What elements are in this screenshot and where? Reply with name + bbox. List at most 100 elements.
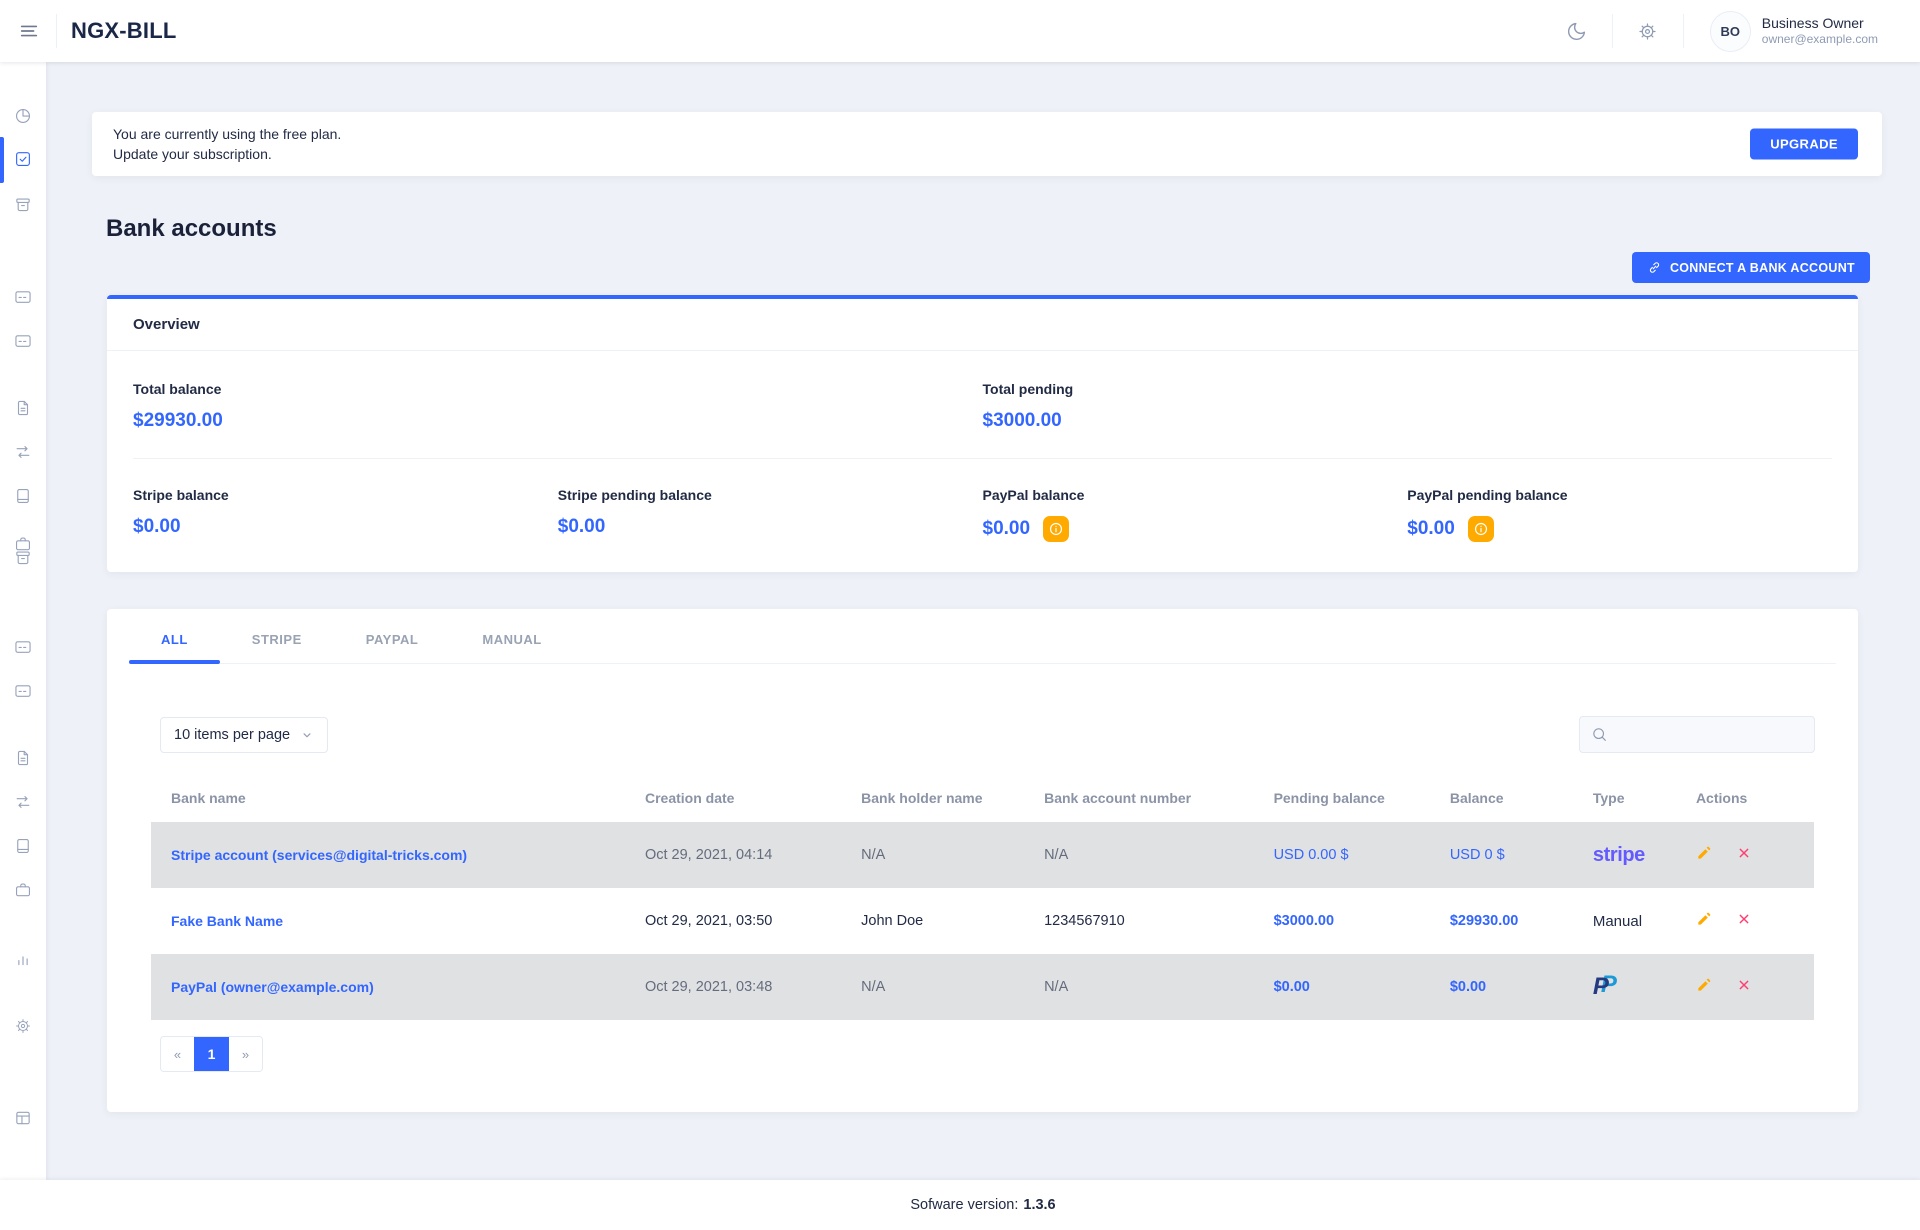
edit-account-button[interactable]	[1696, 911, 1712, 927]
stat-value: $0.00	[133, 516, 181, 537]
paypal-logo-front: P	[1592, 973, 1609, 1000]
sidebar-item-book[interactable]	[14, 837, 32, 855]
overview-title: Overview	[107, 299, 1858, 351]
tab-stripe[interactable]: STRIPE	[251, 632, 302, 647]
account-number-cell: 1234567910	[1044, 913, 1125, 929]
tab-manual[interactable]: MANUAL	[482, 632, 542, 647]
pagination-next-button[interactable]: »	[229, 1037, 262, 1071]
archive-icon	[16, 198, 30, 212]
moon-icon	[1568, 22, 1586, 40]
connect-bank-account-label: CONNECT A BANK ACCOUNT	[1669, 260, 1855, 275]
close-icon	[1739, 848, 1749, 858]
sidebar-item-transactions[interactable]	[14, 793, 32, 811]
file-text-icon	[17, 400, 29, 416]
edit-account-button[interactable]	[1696, 977, 1712, 993]
sidebar-item-bank-accounts[interactable]	[14, 150, 32, 168]
sidebar-item-transactions[interactable]	[14, 443, 32, 461]
dark-mode-toggle[interactable]	[1564, 18, 1590, 44]
pending-balance-cell: USD 0.00 $	[1253, 822, 1430, 888]
upgrade-button[interactable]: UPGRADE	[1750, 128, 1858, 160]
sidebar-item-dashboard[interactable]	[14, 107, 32, 125]
bank-name-link[interactable]: Stripe account (services@digital-tricks.…	[151, 822, 625, 888]
file-text-icon	[17, 750, 29, 766]
briefcase-icon	[15, 883, 31, 897]
stat-value: $0.00	[557, 516, 606, 537]
pencil-icon	[1698, 912, 1711, 925]
avatar[interactable]: BO	[1709, 10, 1751, 52]
col-header-bank-name: Bank name	[171, 790, 246, 806]
delete-account-button[interactable]	[1736, 977, 1752, 993]
table-toolbar: 10 items per page	[160, 716, 1815, 753]
stat-value-text: $0.00	[982, 518, 1031, 539]
warning-badge[interactable]	[1043, 516, 1070, 542]
sidebar-item-layout[interactable]	[14, 1109, 32, 1127]
plan-banner: You are currently using the free plan. U…	[92, 112, 1882, 176]
page-title: Bank accounts	[106, 215, 277, 242]
bank-name-link[interactable]: PayPal (owner@example.com)	[151, 954, 625, 1020]
user-menu[interactable]: Business Owner owner@example.com	[1762, 15, 1878, 48]
sidebar-toggle-button[interactable]	[16, 18, 42, 44]
bank-name-link[interactable]: Fake Bank Name	[171, 913, 284, 929]
col-header-creation-date: Creation date	[644, 790, 735, 806]
search-box	[1579, 716, 1815, 753]
account-tabs: ALL STRIPE PAYPAL MANUAL	[129, 609, 1836, 664]
stat-total-pending: Total pending $3000.00	[983, 381, 1833, 432]
sidebar-item-cards[interactable]	[14, 682, 32, 700]
sidebar-item-cards[interactable]	[14, 332, 32, 350]
sidebar-item-documents[interactable]	[14, 399, 32, 417]
pagination: « 1 »	[160, 1036, 263, 1072]
credit-card-icon	[15, 291, 31, 303]
close-icon	[1739, 914, 1749, 924]
stat-stripe-balance: Stripe balance $0.00	[133, 487, 558, 542]
items-per-page-select[interactable]: 10 items per page	[160, 716, 329, 753]
sidebar-item-book[interactable]	[14, 487, 32, 505]
search-input[interactable]	[1616, 726, 1803, 743]
stat-value: $3000.00	[982, 410, 1062, 431]
connect-bank-account-button[interactable]: CONNECT A BANK ACCOUNT	[1631, 252, 1870, 283]
bank-accounts-table: Bank name Creation date Bank holder name…	[151, 786, 1814, 1020]
table-header-row: Bank name Creation date Bank holder name…	[151, 786, 1814, 822]
credit-card-icon	[15, 685, 31, 697]
warning-badge[interactable]	[1467, 516, 1494, 542]
pagination-page-1[interactable]: 1	[194, 1037, 229, 1071]
header-left: NGX-BILL	[0, 14, 176, 48]
tab-paypal[interactable]: PAYPAL	[365, 632, 419, 647]
tab-all[interactable]: ALL	[129, 609, 220, 664]
app-header: NGX-BILL BO Business Owner owner@example…	[0, 0, 1920, 62]
account-number-cell: N/A	[1024, 954, 1254, 1020]
app-footer: Sofware version: 1.3.6	[0, 1180, 1920, 1230]
software-version-label: Sofware version:	[910, 1197, 1019, 1213]
main-content: You are currently using the free plan. U…	[46, 62, 1920, 1180]
items-per-page-value: 10 items per page	[174, 726, 291, 743]
info-icon	[1474, 522, 1487, 536]
settings-button[interactable]	[1635, 18, 1661, 44]
sidebar-item-settings[interactable]	[14, 1017, 32, 1035]
pie-chart-icon	[15, 108, 31, 124]
connect-row: CONNECT A BANK ACCOUNT	[92, 252, 1870, 283]
sidebar-item-cards[interactable]	[14, 288, 32, 306]
delete-account-button[interactable]	[1736, 911, 1752, 927]
swap-arrows-icon	[16, 796, 30, 808]
pagination-prev-button[interactable]: «	[161, 1037, 194, 1071]
sidebar-item-documents[interactable]	[14, 749, 32, 767]
sidebar-item-reports[interactable]	[14, 950, 32, 968]
checkmark-square-icon	[16, 152, 30, 166]
sidebar-item-archive[interactable]	[14, 549, 32, 567]
sidebar-item-archive[interactable]	[14, 196, 32, 214]
swap-arrows-icon	[16, 446, 30, 458]
sidebar-item-cards[interactable]	[14, 638, 32, 656]
stat-label: Total balance	[133, 381, 222, 397]
delete-account-button[interactable]	[1736, 845, 1752, 861]
stripe-logo: stripe	[1592, 843, 1645, 866]
app-logo: NGX-BILL	[71, 18, 177, 43]
edit-account-button[interactable]	[1696, 845, 1712, 861]
creation-date-cell: Oct 29, 2021, 03:50	[644, 913, 773, 929]
credit-card-icon	[15, 641, 31, 653]
stat-label: Total pending	[982, 381, 1074, 397]
balance-cell: $29930.00	[1449, 913, 1519, 929]
actions-cell	[1675, 822, 1814, 888]
header-right: BO Business Owner owner@example.com	[1556, 10, 1920, 52]
stat-stripe-pending-balance: Stripe pending balance $0.00	[558, 487, 983, 542]
sidebar-item-briefcase[interactable]	[14, 881, 32, 899]
